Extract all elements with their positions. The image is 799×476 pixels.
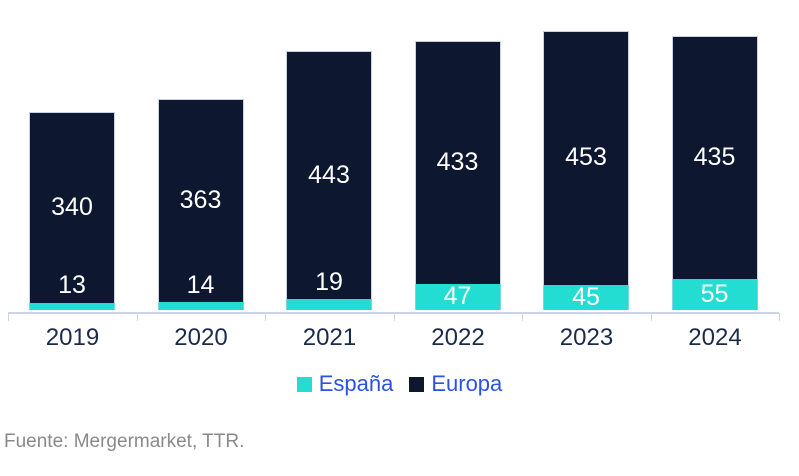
axis-tick	[8, 313, 9, 321]
axis-tick	[265, 313, 266, 321]
plot-area: 340 13 363 14 443 19 433 47 453 45 435 55	[29, 31, 758, 310]
legend-item-españa: España	[296, 371, 394, 396]
segment-europa-2019	[29, 112, 115, 303]
category-label-2023: 2023	[559, 324, 614, 351]
source-note: Fuente: Mergermarket, TTR.	[4, 431, 245, 452]
segment-europa-2020	[157, 98, 244, 303]
segment-europa-2023	[543, 31, 629, 285]
segment-europa-2024	[671, 35, 758, 280]
axis-tick	[779, 313, 780, 321]
segment-espana-2021	[286, 299, 372, 310]
segment-europa-2021	[286, 51, 372, 300]
category-label-2020: 2020	[174, 324, 228, 351]
category-label-2022: 2022	[431, 324, 485, 351]
legend-swatch-icon	[409, 376, 425, 392]
legend: España Europa	[0, 371, 799, 397]
segment-espana-2019	[29, 302, 115, 310]
legend-label: Europa	[431, 371, 503, 396]
legend-swatch-icon	[296, 376, 312, 392]
legend-label: España	[318, 371, 394, 396]
segment-espana-2020	[157, 302, 244, 310]
axis-tick	[522, 313, 523, 321]
category-label-2024: 2024	[688, 324, 742, 351]
category-label-2021: 2021	[302, 324, 357, 351]
axis-tick	[393, 313, 395, 321]
segment-espana-2024	[671, 279, 758, 310]
segment-espana-2023	[543, 284, 629, 310]
legend-item-europa: Europa	[409, 373, 502, 395]
segment-europa-2022	[414, 41, 501, 284]
category-label-2019: 2019	[45, 324, 100, 351]
axis-tick	[136, 313, 138, 321]
segment-espana-2022	[414, 283, 501, 310]
axis-tick	[650, 313, 652, 321]
